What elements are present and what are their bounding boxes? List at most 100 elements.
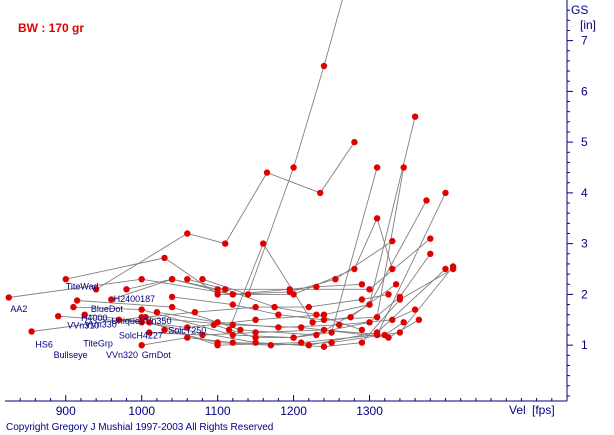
- data-point-s5-5: [366, 319, 373, 326]
- data-point-s8-6: [351, 138, 358, 146]
- data-point-s7-2: [146, 319, 153, 326]
- copyright-text: Copyright Gregory J Mushial 1997-2003 Al…: [6, 422, 273, 433]
- y-axis-unit: [in]: [580, 18, 596, 32]
- series-line-6: [77, 200, 427, 336]
- data-point-s6-6: [423, 197, 430, 204]
- data-point-s19-2: [244, 291, 252, 298]
- series-line-9: [111, 240, 393, 300]
- data-point-s9-3: [229, 291, 236, 298]
- data-point-s20-4: [328, 329, 335, 336]
- x-axis-label: Vel: [509, 403, 526, 417]
- data-point-s7-1: [81, 311, 88, 318]
- data-point-s18-4: [313, 311, 320, 318]
- data-point-s17-1: [168, 293, 176, 301]
- data-point-s15-4: [336, 321, 343, 329]
- data-point-s16-4: [328, 339, 335, 346]
- data-point-s15-6: [411, 306, 419, 313]
- data-point-s21-2: [260, 240, 267, 247]
- data-point-s20-2: [252, 334, 259, 341]
- data-point-s10-2: [184, 324, 191, 331]
- y-tick-label: 4: [581, 186, 588, 200]
- data-point-s4-2: [161, 254, 168, 262]
- data-point-s17-3: [275, 311, 282, 318]
- data-point-s5-1: [70, 303, 77, 311]
- y-tick-label: 5: [581, 135, 588, 149]
- tick-labels: 900 1000 1100 1200 1300 1 2 3 4 5 6 7: [56, 34, 588, 418]
- data-point-s21-3: [309, 319, 316, 326]
- series-line-14: [149, 321, 404, 336]
- data-point-s5-3: [229, 331, 236, 339]
- data-point-s7-6: [442, 189, 449, 197]
- data-point-s16-5: [396, 329, 404, 336]
- data-point-s13-5: [358, 296, 366, 303]
- data-point-s18-3: [271, 303, 278, 311]
- annotation-label: VVn330: [85, 319, 117, 329]
- data-point-s2-4: [298, 324, 305, 331]
- data-point-s11-6: [427, 235, 434, 242]
- annotation-label: SolcT250: [168, 325, 206, 335]
- data-point-s20-1: [210, 321, 218, 329]
- data-point-s4-5: [351, 265, 358, 273]
- annotation-label: VVn310: [67, 320, 99, 330]
- data-point-s19-4: [320, 62, 328, 70]
- data-point-s20-3: [290, 334, 297, 341]
- data-point-s13-6: [385, 291, 392, 298]
- data-point-s13-3: [252, 303, 259, 311]
- chart-title: BW : 170 gr: [18, 21, 84, 35]
- data-point-s3-2: [138, 319, 145, 326]
- data-point-s3-1: [55, 313, 62, 320]
- data-point-s7-4: [298, 339, 305, 346]
- data-point-s15-3: [275, 324, 282, 331]
- data-point-s21-5: [392, 281, 400, 288]
- data-point-s1-2: [138, 276, 145, 283]
- y-tick-label: 7: [581, 34, 588, 48]
- data-point-s6-2: [168, 303, 176, 311]
- data-point-s11-1: [123, 286, 130, 293]
- data-point-s2-3: [229, 321, 236, 329]
- y-tick-label: 6: [581, 84, 588, 98]
- data-point-s12-3: [229, 339, 236, 346]
- data-point-s3-3: [252, 339, 259, 346]
- data-point-s13-1: [142, 314, 149, 321]
- data-point-s14-5: [381, 331, 388, 339]
- data-point-s20-5: [373, 164, 381, 171]
- data-point-s8-3: [222, 240, 229, 247]
- data-point-s8-4: [263, 169, 271, 176]
- x-tick-label: 1100: [205, 404, 231, 418]
- data-point-s1-1: [5, 294, 12, 301]
- annotation-label: H4000: [81, 313, 108, 323]
- data-point-s11-3: [214, 286, 221, 293]
- annotation-label: AA2: [10, 304, 27, 314]
- data-point-s10-1: [115, 316, 123, 323]
- data-point-s9-5: [332, 276, 339, 283]
- annotation-label: H2400187: [114, 294, 156, 304]
- data-point-s6-4: [313, 331, 320, 339]
- series-line-17: [172, 167, 405, 321]
- data-point-s1-4: [313, 283, 320, 290]
- x-tick-label: 1000: [128, 404, 155, 418]
- annotation-label: BlueDot: [91, 304, 124, 314]
- series-line-11: [126, 238, 431, 290]
- y-axis-label: GS: [571, 3, 588, 17]
- annotation-label: GrnDot: [142, 350, 172, 360]
- data-point-s21-4: [347, 314, 354, 321]
- data-point-s3-5: [358, 339, 366, 346]
- y-tick-label: 2: [581, 287, 588, 301]
- annotation-label: TiteWad: [66, 281, 99, 291]
- data-point-s9-6: [389, 237, 396, 245]
- data-point-s18-2: [222, 286, 229, 293]
- data-point-s1-5: [358, 281, 366, 288]
- data-point-s6-3: [237, 326, 244, 334]
- annotation-label: Bullseye: [54, 350, 88, 360]
- data-point-s12-2: [184, 334, 191, 341]
- data-point-s12-4: [305, 342, 312, 349]
- data-point-s16-2: [214, 339, 221, 346]
- axes: [5, 0, 573, 402]
- x-tick-label: 900: [56, 404, 76, 418]
- data-point-s5-7: [427, 250, 434, 257]
- data-point-s13-4: [305, 303, 312, 311]
- data-point-s8-1: [92, 286, 100, 293]
